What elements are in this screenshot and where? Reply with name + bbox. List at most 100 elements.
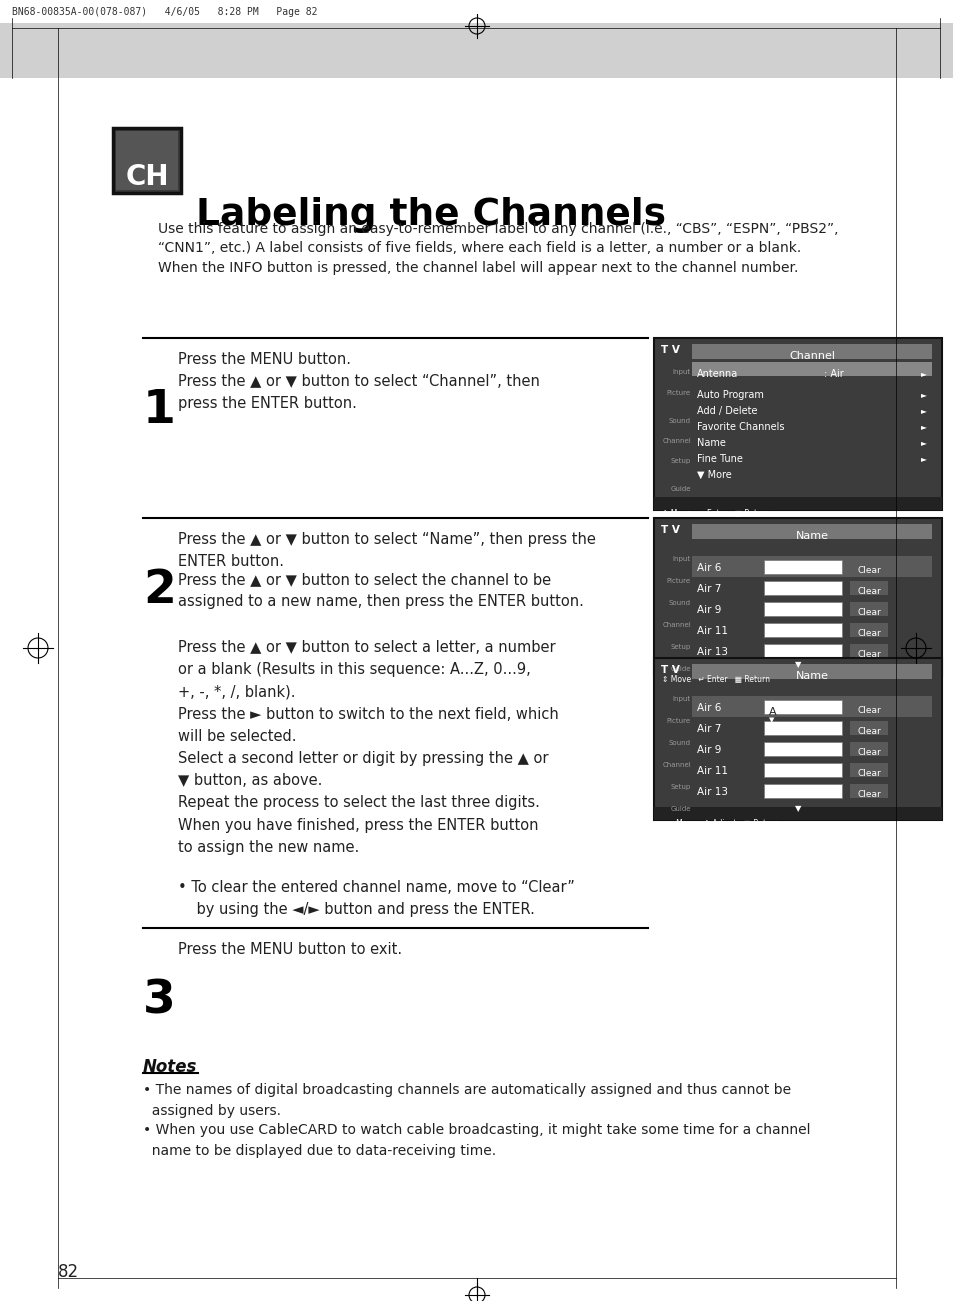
FancyBboxPatch shape	[691, 696, 931, 717]
Text: Guide: Guide	[670, 807, 690, 812]
FancyBboxPatch shape	[691, 556, 931, 578]
Text: Press the MENU button to exit.: Press the MENU button to exit.	[178, 942, 402, 958]
Text: Name: Name	[795, 531, 827, 541]
Text: ⇕ Move   ↵ Enter   ▦ Return: ⇕ Move ↵ Enter ▦ Return	[661, 675, 769, 684]
FancyBboxPatch shape	[691, 343, 931, 359]
FancyBboxPatch shape	[849, 742, 887, 756]
Text: ▲: ▲	[768, 700, 774, 706]
Text: ▼: ▼	[794, 660, 801, 669]
Text: Press the ▲ or ▼ button to select “Name”, then press the
ENTER button.: Press the ▲ or ▼ button to select “Name”…	[178, 532, 596, 570]
Text: Air 9: Air 9	[697, 605, 720, 615]
Text: ►: ►	[920, 438, 926, 448]
Text: ►: ►	[920, 454, 926, 463]
Text: Air 11: Air 11	[697, 626, 727, 636]
Text: Channel: Channel	[661, 762, 690, 768]
Text: CH: CH	[125, 163, 169, 191]
FancyBboxPatch shape	[116, 131, 178, 190]
FancyBboxPatch shape	[763, 559, 841, 574]
FancyBboxPatch shape	[691, 524, 931, 539]
FancyBboxPatch shape	[763, 623, 841, 637]
Text: Picture: Picture	[666, 578, 690, 584]
FancyBboxPatch shape	[763, 785, 841, 798]
FancyBboxPatch shape	[849, 644, 887, 658]
Text: Air 6: Air 6	[697, 563, 720, 572]
Text: Guide: Guide	[670, 487, 690, 492]
Text: Clear: Clear	[856, 748, 880, 757]
Text: • When you use CableCARD to watch cable broadcasting, it might take some time fo: • When you use CableCARD to watch cable …	[143, 1123, 810, 1158]
FancyBboxPatch shape	[849, 700, 887, 714]
Text: Sound: Sound	[668, 418, 690, 424]
Text: Channel: Channel	[788, 351, 834, 360]
Text: T V: T V	[660, 665, 679, 675]
Text: Setup: Setup	[670, 644, 690, 650]
Text: ►: ►	[920, 422, 926, 431]
Text: 1: 1	[143, 388, 175, 433]
FancyBboxPatch shape	[763, 762, 841, 777]
Text: Fine Tune: Fine Tune	[697, 454, 742, 464]
FancyBboxPatch shape	[849, 623, 887, 637]
FancyBboxPatch shape	[0, 23, 953, 78]
FancyBboxPatch shape	[763, 644, 841, 658]
Text: Picture: Picture	[666, 390, 690, 396]
Text: Air 11: Air 11	[697, 766, 727, 775]
Text: Auto Program: Auto Program	[697, 390, 763, 399]
Text: Air 7: Air 7	[697, 584, 720, 595]
Text: Sound: Sound	[668, 740, 690, 745]
Text: Press the ▲ or ▼ button to select a letter, a number
or a blank (Results in this: Press the ▲ or ▼ button to select a lett…	[178, 640, 558, 855]
FancyBboxPatch shape	[849, 762, 887, 777]
Text: Add / Delete: Add / Delete	[697, 406, 757, 416]
Text: Air 7: Air 7	[697, 723, 720, 734]
Text: ►: ►	[920, 369, 926, 379]
Text: Favorite Channels: Favorite Channels	[697, 422, 783, 432]
Text: Labeling the Channels: Labeling the Channels	[195, 196, 665, 233]
Text: 82: 82	[58, 1263, 79, 1281]
FancyBboxPatch shape	[849, 559, 887, 574]
FancyBboxPatch shape	[849, 582, 887, 595]
Text: 3: 3	[143, 978, 175, 1023]
FancyBboxPatch shape	[763, 700, 841, 714]
Text: Setup: Setup	[670, 458, 690, 464]
FancyBboxPatch shape	[654, 518, 941, 677]
Text: T V: T V	[660, 526, 679, 535]
Text: Clear: Clear	[856, 650, 880, 660]
Text: Clear: Clear	[856, 587, 880, 596]
Text: 2: 2	[143, 569, 175, 613]
Text: ⇕ Move   ↵ Enter   ▦ Return: ⇕ Move ↵ Enter ▦ Return	[661, 509, 769, 518]
Text: Press the MENU button.
Press the ▲ or ▼ button to select “Channel”, then
press t: Press the MENU button. Press the ▲ or ▼ …	[178, 353, 539, 411]
Text: ▼ More: ▼ More	[697, 470, 731, 480]
FancyBboxPatch shape	[763, 582, 841, 595]
Text: Air 13: Air 13	[697, 647, 727, 657]
FancyBboxPatch shape	[691, 664, 931, 679]
FancyBboxPatch shape	[654, 807, 941, 820]
Text: Antenna: Antenna	[697, 369, 738, 379]
Text: Press the ▲ or ▼ button to select the channel to be
assigned to a new name, then: Press the ▲ or ▼ button to select the ch…	[178, 572, 583, 609]
Text: Channel: Channel	[661, 622, 690, 628]
Text: ►: ►	[920, 390, 926, 399]
FancyBboxPatch shape	[849, 721, 887, 735]
Text: A: A	[768, 706, 776, 717]
Text: Clear: Clear	[856, 727, 880, 736]
Text: ◄► Move   ⇕ Adjust   ▦ Return: ◄► Move ⇕ Adjust ▦ Return	[661, 820, 779, 827]
FancyBboxPatch shape	[849, 785, 887, 798]
Text: Guide: Guide	[670, 666, 690, 673]
Text: Clear: Clear	[856, 566, 880, 575]
Text: Clear: Clear	[856, 769, 880, 778]
Text: ▼: ▼	[794, 804, 801, 813]
Text: Channel: Channel	[661, 438, 690, 444]
Text: Sound: Sound	[668, 600, 690, 606]
Text: Clear: Clear	[856, 706, 880, 716]
Text: BN68-00835A-00(078-087)   4/6/05   8:28 PM   Page 82: BN68-00835A-00(078-087) 4/6/05 8:28 PM P…	[12, 7, 317, 17]
Text: Clear: Clear	[856, 608, 880, 617]
Text: • To clear the entered channel name, move to “Clear”
    by using the ◄/► button: • To clear the entered channel name, mov…	[178, 879, 575, 917]
Text: Name: Name	[697, 438, 725, 448]
FancyBboxPatch shape	[691, 362, 931, 376]
Text: Input: Input	[672, 369, 690, 375]
Text: Clear: Clear	[856, 790, 880, 799]
Text: Air 9: Air 9	[697, 745, 720, 755]
FancyBboxPatch shape	[763, 742, 841, 756]
Text: • The names of digital broadcasting channels are automatically assigned and thus: • The names of digital broadcasting chan…	[143, 1082, 790, 1118]
Text: T V: T V	[660, 345, 679, 355]
FancyBboxPatch shape	[654, 497, 941, 510]
Text: Name: Name	[795, 671, 827, 680]
Text: Clear: Clear	[856, 628, 880, 637]
